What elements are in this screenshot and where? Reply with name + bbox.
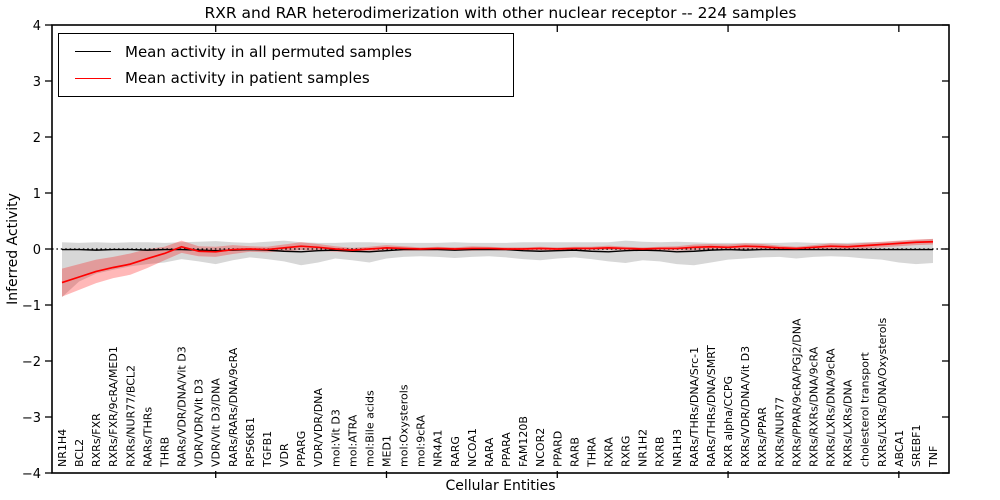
x-category-label: RXRs/RXRs/DNA/9cRA bbox=[807, 346, 820, 467]
legend: Mean activity in all permuted samples Me… bbox=[58, 33, 514, 97]
x-category-label: RXRs/PPAR bbox=[756, 407, 769, 467]
x-category-label: RARG bbox=[449, 436, 462, 467]
chart-title: RXR and RAR heterodimerization with othe… bbox=[204, 4, 797, 22]
x-category-label: RXRs/LXRs/DNA bbox=[842, 379, 855, 467]
x-category-label: RXRs/PPAR/9cRA/PGJ2/DNA bbox=[790, 318, 803, 467]
x-category-label: RXRG bbox=[620, 436, 633, 467]
x-category-label: RXRB bbox=[654, 437, 667, 467]
x-category-label: cholesterol transport bbox=[859, 352, 872, 467]
legend-row-permuted: Mean activity in all permuted samples bbox=[59, 43, 513, 61]
x-category-label: mol:Bile acids bbox=[363, 390, 376, 467]
x-category-label: PPARA bbox=[500, 432, 513, 467]
permuted-line-swatch bbox=[75, 51, 111, 53]
patient-band bbox=[62, 238, 933, 297]
y-tick-label: 3 bbox=[33, 75, 41, 90]
permuted-band bbox=[62, 238, 933, 298]
legend-label-permuted: Mean activity in all permuted samples bbox=[125, 42, 412, 61]
y-tick-label: 1 bbox=[33, 187, 41, 202]
y-tick-label: 2 bbox=[33, 131, 41, 146]
x-category-label: RARB bbox=[568, 437, 581, 467]
patient-line-swatch bbox=[75, 77, 111, 79]
x-category-label: TNF bbox=[927, 446, 940, 468]
y-tick-label: 4 bbox=[33, 19, 41, 34]
y-tick-label: −4 bbox=[22, 467, 41, 482]
x-category-label: RXRs/NUR77/BCL2 bbox=[124, 365, 137, 467]
x-category-label: VDR bbox=[278, 443, 291, 467]
x-category-label: RXRs/VDR/DNA/Vit D3 bbox=[739, 346, 752, 467]
legend-label-patient: Mean activity in patient samples bbox=[125, 69, 370, 88]
x-category-label: PPARD bbox=[551, 431, 564, 467]
x-category-label: FAM120B bbox=[517, 416, 530, 467]
y-tick-label: −2 bbox=[22, 355, 41, 370]
x-category-label: RARs/THRs bbox=[141, 407, 154, 467]
y-tick-label: 0 bbox=[33, 243, 41, 258]
x-category-label: RXRs/FXR bbox=[90, 413, 103, 467]
x-category-label: SREBF1 bbox=[910, 425, 923, 467]
x-category-label: VDR/Vit D3/DNA bbox=[210, 378, 223, 467]
x-category-label: RXRs/LXRs/DNA/Oxysterols bbox=[876, 318, 889, 467]
x-category-label: RARs/VDR/DNA/Vit D3 bbox=[176, 346, 189, 467]
x-category-label: MED1 bbox=[380, 435, 393, 467]
x-category-label: mol:ATRA bbox=[346, 414, 359, 467]
x-category-label: NR1H3 bbox=[671, 429, 684, 467]
x-category-label: BCL2 bbox=[73, 439, 86, 467]
x-category-label: NR4A1 bbox=[432, 430, 445, 467]
y-tick-label: −3 bbox=[22, 411, 41, 426]
x-category-label: NCOA1 bbox=[466, 428, 479, 467]
x-category-label: mol:Vit D3 bbox=[329, 409, 342, 467]
x-category-label: RARA bbox=[483, 437, 496, 467]
x-category-label: RXRs/FXR/9cRA/MED1 bbox=[107, 346, 120, 467]
x-category-label: RXRs/NUR77 bbox=[773, 397, 786, 467]
x-category-label: mol:Oxysterols bbox=[398, 384, 411, 467]
x-category-label: TGFB1 bbox=[261, 431, 274, 468]
x-category-label: RARs/THRs/DNA/Src-1 bbox=[688, 347, 701, 467]
x-category-label: RXRA bbox=[603, 437, 616, 467]
x-category-label: mol:9cRA bbox=[415, 415, 428, 467]
legend-row-patient: Mean activity in patient samples bbox=[59, 69, 513, 87]
x-category-label: RXRs/LXRs/DNA/9cRA bbox=[825, 348, 838, 467]
x-category-label: RARs/THRs/DNA/SMRT bbox=[705, 345, 718, 467]
x-category-label: PPARG bbox=[295, 431, 308, 467]
x-category-label: VDR/VDR/DNA bbox=[312, 388, 325, 467]
y-tick-label: −1 bbox=[22, 299, 41, 314]
x-category-label: NCOR2 bbox=[534, 428, 547, 467]
x-category-label: NR1H2 bbox=[637, 429, 650, 467]
x-category-label: RPS6KB1 bbox=[244, 417, 257, 467]
x-category-label: ABCA1 bbox=[893, 430, 906, 467]
x-category-label: RARs/RARs/DNA/9cRA bbox=[227, 347, 240, 467]
x-category-label: VDR/VDR/Vit D3 bbox=[193, 379, 206, 467]
x-category-label: THRA bbox=[585, 437, 598, 468]
x-category-label: NR1H4 bbox=[56, 429, 69, 467]
x-category-label: THRB bbox=[158, 437, 171, 468]
patient-line bbox=[61, 240, 934, 284]
x-axis-label: Cellular Entities bbox=[445, 478, 556, 494]
x-category-label: RXR alpha/CCPG bbox=[722, 376, 735, 467]
